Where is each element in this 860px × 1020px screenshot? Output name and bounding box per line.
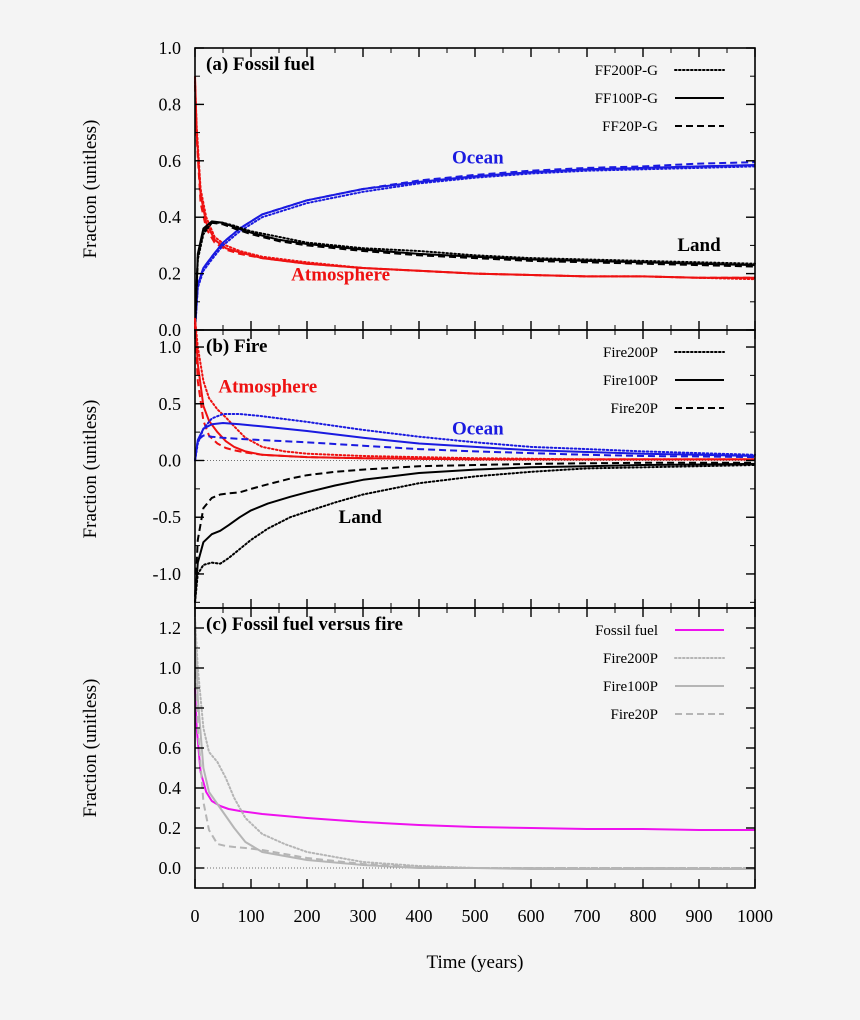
y-tick-label: 1.0 — [159, 658, 182, 678]
legend-label: Fossil fuel — [595, 623, 658, 639]
x-tick-label: 900 — [686, 906, 713, 926]
annotation-label: Ocean — [452, 148, 504, 169]
series-line-fossil-fuel-solid — [194, 687, 755, 831]
series-line-atmosphere-dashed — [194, 84, 755, 279]
y-tick-label: 0.2 — [159, 264, 182, 284]
x-tick-label: 600 — [518, 906, 545, 926]
y-axis-title: Fraction (unitless) — [80, 120, 101, 259]
legend-label: Fire100P — [603, 679, 658, 695]
y-tick-label: -1.0 — [153, 564, 182, 584]
series-line-ocean-dotted — [194, 413, 756, 462]
y-tick-label: 0.4 — [159, 207, 182, 227]
series-line-ocean-dashed — [194, 434, 756, 461]
panels-layer: 0.0 0.2 0.4 0.6 0.8 1.0 Fraction (unitless) (a)… — [80, 38, 773, 926]
series-line-land-dotted — [194, 221, 756, 331]
x-tick-label: 1000 — [737, 906, 773, 926]
annotation-label: Land — [339, 507, 383, 528]
series-line-ocean-dashed — [194, 161, 756, 331]
y-tick-label: 1.2 — [159, 618, 182, 638]
x-tick-label: 200 — [294, 906, 321, 926]
panel-2: -1.0 -0.5 0.0 0.5 1.0 Fraction (unitless) (b) … — [80, 317, 756, 609]
series-line-fire100p-solid — [194, 617, 755, 870]
series-line-land-dotted — [194, 464, 756, 604]
series-line-ocean-dotted — [194, 165, 756, 331]
y-axis-title: Fraction (unitless) — [80, 679, 101, 818]
legend-label: Fire20P — [610, 707, 658, 723]
legend-label: FF200P-G — [595, 63, 659, 79]
annotation-label: Atmosphere — [291, 265, 390, 286]
series-line-land-solid — [194, 220, 756, 331]
x-tick-label: 0 — [191, 906, 200, 926]
y-tick-label: 0.6 — [159, 738, 182, 758]
y-tick-label: 0.8 — [159, 698, 182, 718]
annotation-label: Ocean — [452, 418, 504, 439]
x-tick-label: 400 — [406, 906, 433, 926]
x-tick-label: 700 — [574, 906, 601, 926]
y-tick-label: 0.8 — [159, 94, 182, 114]
y-tick-label: 0.0 — [159, 450, 182, 470]
y-tick-label: 0.0 — [159, 858, 182, 878]
x-tick-label: 500 — [462, 906, 489, 926]
series-line-land-dashed — [194, 461, 755, 597]
legend-label: Fire100P — [603, 373, 658, 389]
y-tick-label: 0.6 — [159, 151, 182, 171]
annotation-label: Land — [677, 235, 721, 256]
series-line-atmosphere-dotted — [194, 80, 756, 281]
series-line-fire20p-dashed — [194, 627, 755, 869]
series-line-ocean-solid — [194, 164, 756, 331]
legend-label: FF20P-G — [602, 119, 658, 135]
y-tick-label: 1.0 — [159, 38, 182, 58]
y-tick-label: 1.0 — [159, 337, 182, 357]
panel-1: 0.0 0.2 0.4 0.6 0.8 1.0 Fraction (unitless) (a)… — [80, 38, 756, 340]
legend-label: Fire200P — [603, 651, 658, 667]
series-line-land-solid — [194, 462, 756, 603]
y-tick-label: 0.2 — [159, 818, 182, 838]
annotation-label: Atmosphere — [218, 376, 317, 397]
plot-frame — [194, 47, 756, 331]
series-line-land-dashed — [194, 221, 756, 331]
y-tick-label: 0.5 — [159, 394, 182, 414]
x-tick-label: 800 — [630, 906, 657, 926]
panel-title: (c) Fossil fuel versus fire — [206, 614, 403, 635]
legend-label: Fire20P — [610, 401, 658, 417]
y-tick-label: -0.5 — [153, 507, 182, 527]
panel-3: 0.0 0.2 0.4 0.6 0.8 1.0 1.2 0 100 200 300 400 500 600… — [80, 607, 773, 926]
x-tick-label: 100 — [238, 906, 265, 926]
legend-label: FF100P-G — [595, 91, 659, 107]
panel-title: (b) Fire — [206, 336, 267, 357]
y-tick-label: 0.4 — [159, 778, 182, 798]
series-line-ocean-solid — [194, 422, 756, 461]
legend-label: Fire200P — [603, 345, 658, 361]
panel-title: (a) Fossil fuel — [206, 54, 315, 75]
x-axis-title: Time (years) — [427, 952, 524, 973]
x-tick-label: 300 — [350, 906, 377, 926]
plot-frame — [194, 607, 756, 889]
y-tick-label: 0.0 — [159, 320, 182, 340]
y-axis-title: Fraction (unitless) — [80, 400, 101, 539]
